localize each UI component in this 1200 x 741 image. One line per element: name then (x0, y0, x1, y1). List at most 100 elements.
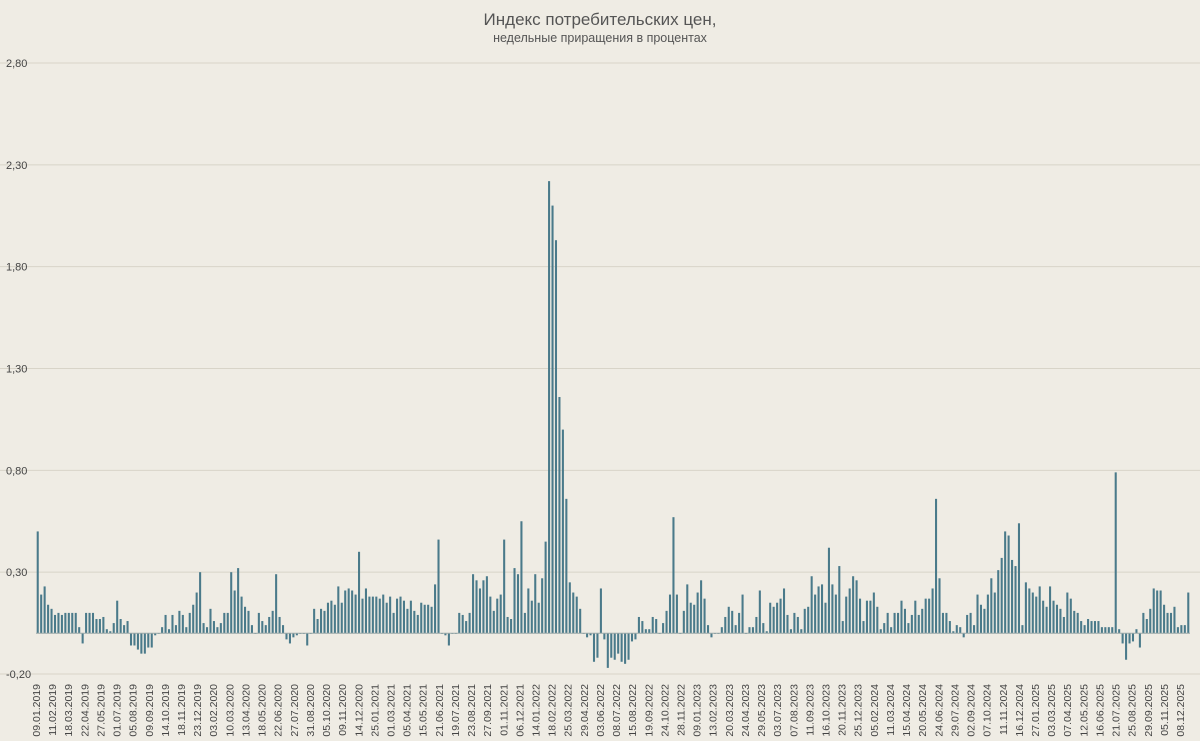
bar (914, 600, 917, 634)
bar (150, 633, 153, 648)
bar (579, 608, 582, 634)
bar (596, 633, 599, 658)
bar (1183, 625, 1186, 634)
bar (1083, 625, 1086, 634)
bar (420, 602, 423, 634)
x-tick-label: 14.10.2019 (160, 684, 172, 737)
x-tick-label: 24.06.2024 (933, 684, 945, 737)
y-tick-label: 0,80 (6, 465, 27, 477)
x-tick-label: 27.09.2021 (482, 684, 494, 737)
bar (340, 602, 343, 634)
bar (347, 588, 350, 634)
bar (240, 596, 243, 634)
bar (734, 625, 737, 634)
x-tick-label: 22.04.2019 (79, 684, 91, 737)
bar (292, 633, 295, 638)
bar (886, 612, 889, 634)
y-tick-label: 2,80 (6, 58, 27, 70)
bar (313, 608, 316, 634)
bar (458, 612, 461, 634)
bar (78, 627, 81, 634)
bar (848, 588, 851, 634)
bar (668, 594, 672, 634)
x-tick-label: 18.03.2019 (63, 684, 75, 737)
x-tick-label: 07.10.2024 (982, 684, 994, 737)
x-tick-label: 01.03.2021 (386, 684, 398, 737)
bar (81, 633, 84, 644)
bar (337, 586, 340, 634)
bar (617, 633, 620, 654)
bar (1049, 586, 1052, 634)
bar (1055, 604, 1059, 634)
bar (375, 596, 378, 634)
bar (603, 633, 606, 640)
bar (869, 600, 872, 634)
bar (841, 621, 844, 634)
bar (1114, 472, 1117, 634)
bar (941, 612, 944, 634)
bar (237, 568, 240, 634)
bar (1017, 523, 1021, 634)
bar (789, 629, 792, 634)
bar (703, 598, 706, 634)
bar (876, 606, 879, 634)
x-tick-label: 29.09.2025 (1143, 684, 1155, 737)
bar (1080, 621, 1083, 634)
bar (492, 610, 495, 634)
bar (192, 604, 195, 634)
bar (530, 600, 533, 634)
bar (261, 621, 264, 634)
bar (264, 625, 267, 634)
bar (85, 612, 88, 634)
x-tick-label: 15.04.2024 (901, 684, 913, 737)
bar (43, 586, 46, 634)
bar (776, 602, 779, 634)
bar (710, 633, 713, 638)
x-tick-label: 25.03.2022 (563, 684, 575, 737)
bar (883, 623, 886, 634)
bar (731, 610, 734, 634)
bar (109, 631, 112, 634)
bar (1135, 629, 1138, 634)
x-tick-label: 23.12.2019 (192, 684, 204, 737)
bar (295, 633, 298, 636)
bar (786, 614, 789, 634)
bar (935, 498, 938, 634)
bar (689, 602, 692, 634)
bar (123, 625, 126, 634)
x-tick-label: 13.02.2023 (708, 684, 720, 737)
y-tick-label: 1,80 (6, 262, 27, 274)
bar (430, 606, 433, 634)
bar (316, 619, 319, 634)
x-tick-label: 20.11.2023 (837, 684, 849, 736)
x-tick-label: 21.06.2021 (434, 684, 446, 737)
bar (489, 596, 492, 634)
bar (700, 580, 703, 634)
bar (71, 612, 74, 634)
x-tick-label: 03.06.2022 (595, 684, 607, 737)
bar (478, 588, 482, 634)
bar (47, 604, 50, 634)
bar (199, 572, 202, 634)
bar (948, 621, 951, 634)
bar (1028, 588, 1031, 634)
bar (662, 623, 665, 634)
bar (226, 612, 229, 634)
bar (1187, 592, 1190, 634)
bar (769, 602, 772, 634)
bar (396, 598, 399, 634)
bar (928, 598, 931, 634)
x-tick-label: 20.05.2024 (917, 684, 929, 737)
bar (67, 612, 70, 634)
bar (782, 588, 786, 634)
x-tick-label: 14.12.2020 (353, 684, 365, 737)
bar (1111, 627, 1114, 634)
bar (973, 625, 976, 634)
bar (40, 594, 43, 634)
x-tick-label: 16.06.2025 (1094, 684, 1106, 737)
bar (592, 633, 596, 662)
bar (606, 633, 609, 668)
x-tick-label: 07.04.2025 (1062, 684, 1074, 737)
bar (358, 551, 361, 634)
bar (333, 604, 336, 634)
